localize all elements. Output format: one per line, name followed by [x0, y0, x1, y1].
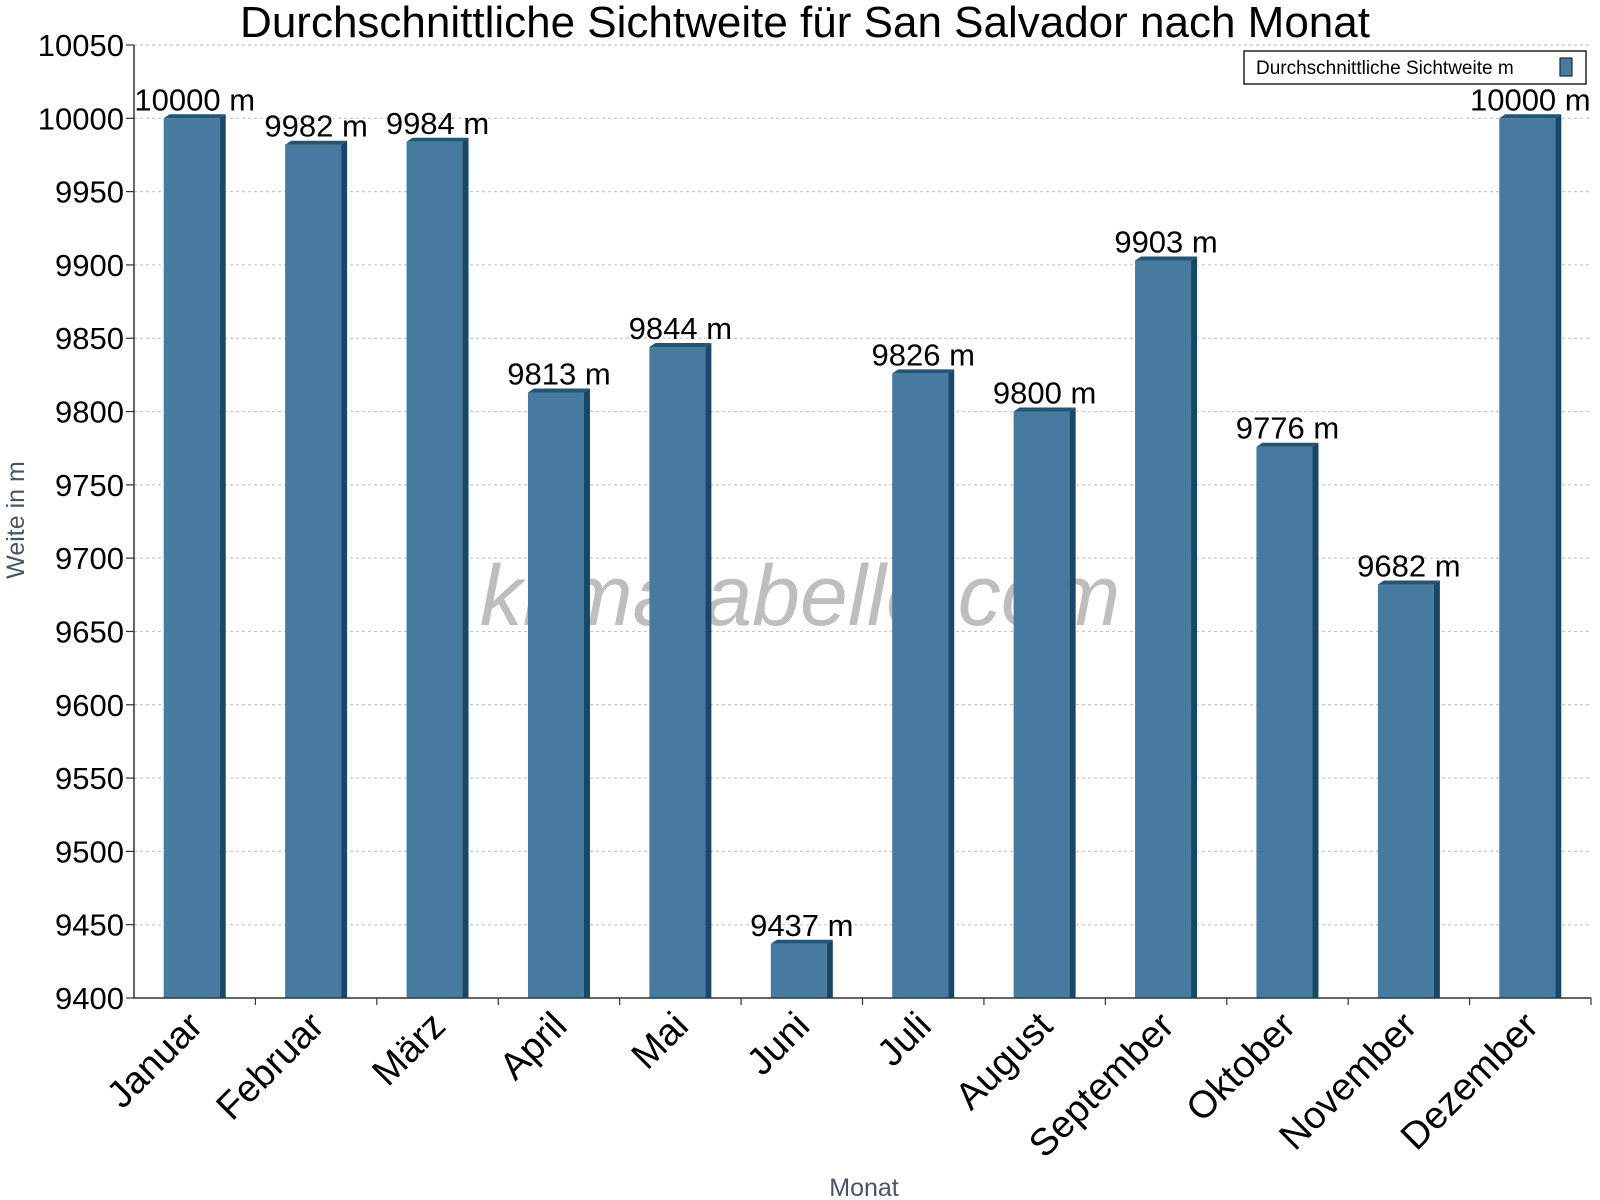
bar-top	[1377, 580, 1440, 585]
data-label: 9682 m	[1357, 549, 1460, 584]
y-axis-title: Weite in m	[2, 461, 30, 579]
data-label: 9800 m	[993, 376, 1096, 411]
y-tick-label: 9700	[55, 541, 124, 576]
data-label: 9776 m	[1236, 411, 1339, 446]
data-labels: 10000 m 9982 m 9984 m 9813 m 9844 m 9437 m 982…	[134, 82, 1590, 942]
y-tick-label: 9850	[55, 321, 124, 356]
data-label: 9844 m	[629, 311, 732, 346]
bar-face	[285, 144, 342, 998]
bar-top	[1135, 256, 1198, 261]
x-tick-label: April	[492, 1005, 575, 1088]
bar-side	[341, 140, 348, 998]
bar-face	[406, 141, 463, 998]
bar	[163, 114, 226, 999]
bar-side	[1191, 256, 1198, 998]
bar-side	[826, 939, 833, 998]
bar-top	[770, 939, 833, 944]
y-tick-label: 9400	[55, 981, 124, 1016]
bar	[1499, 114, 1562, 999]
y-tick-label: 10000	[38, 101, 124, 136]
x-tick-label: Februar	[209, 1004, 333, 1128]
bar-top	[649, 343, 712, 348]
data-label: 9903 m	[1114, 225, 1217, 260]
data-label: 9813 m	[507, 356, 610, 391]
chart-title: Durchschnittliche Sichtweite für San Sal…	[240, 0, 1370, 47]
bar-top	[285, 140, 348, 145]
bar-side	[219, 114, 226, 999]
bar-face	[1135, 260, 1192, 998]
bar-face	[770, 943, 827, 998]
y-tick-label: 10050	[38, 28, 124, 63]
bar	[649, 343, 712, 998]
bar	[770, 939, 833, 998]
bar-top	[1256, 442, 1319, 447]
bar	[1256, 442, 1319, 998]
y-tick-label: 9450	[55, 908, 124, 943]
y-tick-label: 9800	[55, 395, 124, 430]
y-tick-label: 9650	[55, 614, 124, 649]
bar	[1013, 407, 1076, 998]
bar	[406, 137, 469, 998]
data-label: 9437 m	[750, 908, 853, 943]
y-tick-label: 9900	[55, 248, 124, 283]
data-label: 9826 m	[872, 337, 975, 372]
x-tick-label: Oktober	[1179, 1004, 1305, 1130]
data-label: 10000 m	[1470, 82, 1591, 117]
x-axis-title: Monat	[829, 1174, 899, 1200]
bar-side	[1433, 580, 1440, 998]
data-label: 10000 m	[134, 82, 255, 117]
bar-top	[1499, 114, 1562, 119]
bar-side	[583, 388, 590, 998]
bar	[1377, 580, 1440, 998]
bar	[892, 369, 955, 998]
bar-face	[163, 118, 220, 999]
bar-face	[1256, 446, 1313, 998]
bar-side	[462, 137, 469, 998]
bar-top	[527, 388, 590, 393]
bar-side	[705, 343, 712, 998]
legend-label: Durchschnittliche Sichtweite m	[1256, 58, 1514, 79]
bar-side	[1312, 442, 1319, 998]
legend-box	[1243, 50, 1587, 85]
bar-top	[406, 137, 469, 142]
bar-side	[1555, 114, 1562, 999]
x-tick-label: Juli	[870, 1005, 940, 1075]
x-tick-label: Januar	[99, 1004, 211, 1116]
bar-face	[649, 347, 706, 998]
bar-face	[527, 392, 584, 998]
bar-face	[1499, 118, 1556, 999]
bar-side	[948, 369, 955, 998]
y-tick-label: 9550	[55, 761, 124, 796]
data-label: 9982 m	[264, 109, 367, 144]
x-tick-label: Mai	[624, 1005, 697, 1078]
bar	[527, 388, 590, 998]
bar-face	[1377, 584, 1434, 998]
x-tick-label: Juni	[739, 1005, 818, 1084]
bar	[1135, 256, 1198, 998]
y-tick-label: 9750	[55, 468, 124, 503]
y-tick-label: 9950	[55, 175, 124, 210]
data-label: 9984 m	[386, 106, 489, 141]
bar-side	[1069, 407, 1076, 998]
x-tick-label: August	[948, 1004, 1062, 1118]
legend: Durchschnittliche Sichtweite m	[1243, 50, 1587, 85]
bar-face	[1013, 411, 1070, 998]
bar-face	[892, 373, 949, 998]
bar-top	[163, 114, 226, 119]
bars	[163, 114, 1562, 999]
bar-top	[892, 369, 955, 374]
bar-top	[1013, 407, 1076, 412]
y-tick-label: 9600	[55, 688, 124, 723]
y-tick-label: 9500	[55, 834, 124, 869]
gridlines	[134, 44, 1591, 926]
legend-swatch	[1559, 57, 1573, 77]
bar	[285, 140, 348, 998]
x-tick-label: März	[364, 1005, 453, 1094]
